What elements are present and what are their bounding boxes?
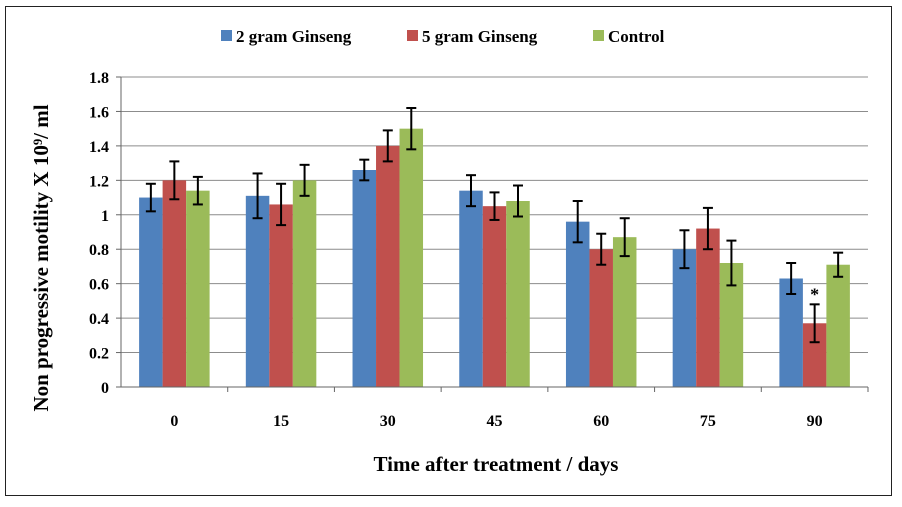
legend-label: 5 gram Ginseng <box>422 27 538 46</box>
bar <box>565 221 590 387</box>
axes <box>116 76 869 392</box>
bar <box>612 237 637 387</box>
tick-labels: 0 0.2 0.4 0.6 0.8 1 1.2 1.4 1.6 1.8 0 15 30 45 60 75 90 * <box>89 70 823 430</box>
y-tick-label: 1 <box>101 208 109 225</box>
bar <box>245 195 270 387</box>
y-tick-label: 1.4 <box>89 139 109 156</box>
y-axis-label: Non progressive motility X 10⁹/ ml <box>29 104 53 411</box>
y-tick-label: 1.8 <box>89 70 109 87</box>
y-tick-label: 1.6 <box>89 104 109 121</box>
bar <box>589 249 613 387</box>
y-tick-label: 0.6 <box>89 277 109 294</box>
gridlines <box>121 76 868 354</box>
x-tick-label: 15 <box>273 413 289 430</box>
bar <box>672 249 697 387</box>
x-tick-label: 30 <box>380 413 396 430</box>
bar <box>376 145 400 387</box>
bar <box>139 197 163 387</box>
x-tick-label: 60 <box>593 413 609 430</box>
legend-swatch <box>593 30 604 41</box>
bar <box>292 180 317 387</box>
bar <box>162 180 187 387</box>
legend-label: 2 gram Ginseng <box>236 27 352 46</box>
x-tick-label: 90 <box>807 413 823 430</box>
x-tick-label: 45 <box>487 413 503 430</box>
bar <box>779 278 803 387</box>
bar <box>506 201 530 387</box>
x-tick-label: 75 <box>700 413 716 430</box>
bar <box>459 190 483 387</box>
y-tick-label: 0.4 <box>89 311 109 328</box>
bar <box>269 204 293 387</box>
bar <box>826 264 850 387</box>
y-tick-label: 1.2 <box>89 173 109 190</box>
bar <box>399 128 424 387</box>
bar <box>482 206 507 387</box>
bars <box>139 128 850 387</box>
significance-marker: * <box>810 284 819 304</box>
legend: 2 gram Ginseng 5 gram Ginseng Control <box>221 27 665 46</box>
bar <box>352 170 377 387</box>
bar <box>186 190 210 387</box>
bar <box>696 228 720 387</box>
legend-swatch <box>407 30 418 41</box>
x-tick-label: 0 <box>170 413 178 430</box>
bar <box>719 263 744 387</box>
y-tick-label: 0.8 <box>89 242 109 259</box>
legend-label: Control <box>608 27 665 46</box>
bar <box>802 323 827 387</box>
y-tick-label: 0.2 <box>89 346 109 363</box>
x-axis-label: Time after treatment / days <box>374 452 619 476</box>
legend-swatch <box>221 30 232 41</box>
error-bars <box>145 107 844 344</box>
y-tick-label: 0 <box>101 380 109 397</box>
